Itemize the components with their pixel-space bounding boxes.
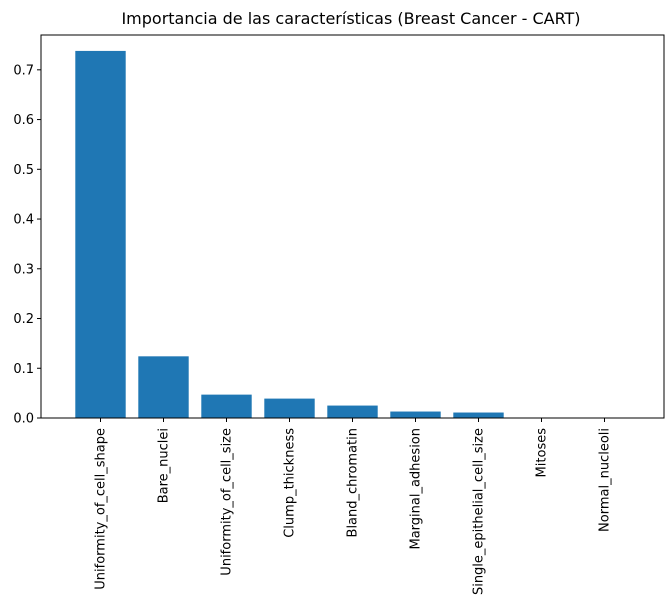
x-tick-label: Marginal_adhesion	[409, 428, 424, 550]
x-tick-label: Normal_nucleoli	[598, 428, 613, 532]
x-tick-label: Mitoses	[535, 428, 550, 478]
x-tick-label: Bland_chromatin	[346, 428, 361, 537]
x-tick-label: Single_epithelial_cell_size	[472, 428, 487, 595]
bar-Marginal_adhesion	[390, 411, 441, 418]
bar-Bland_chromatin	[327, 405, 378, 418]
y-tick-label: 0.5	[13, 163, 34, 178]
plot-frame	[40, 34, 665, 419]
bar-Uniformity_of_cell_size	[201, 394, 252, 418]
y-tick-label: 0.3	[13, 262, 34, 277]
y-axis-ticks: 0.0 0.1 0.2 0.3 0.4 0.5 0.6 0.7	[13, 63, 41, 427]
x-tick-label: Uniformity_of_cell_size	[220, 428, 235, 576]
y-tick-label: 0.1	[13, 362, 34, 377]
y-tick-label: 0.7	[13, 63, 34, 78]
y-tick-label: 0.6	[13, 113, 34, 128]
bar-Single_epithelial_cell_size	[453, 412, 504, 418]
chart-title: Importancia de las características (Brea…	[121, 9, 580, 28]
x-tick-label: Clump_thickness	[283, 428, 298, 538]
x-tick-label: Bare_nuclei	[157, 428, 172, 503]
x-tick-label: Uniformity_of_cell_shape	[94, 428, 109, 590]
bars-group	[75, 50, 504, 419]
bar-Bare_nuclei	[138, 356, 189, 418]
y-tick-label: 0.2	[13, 312, 34, 327]
bar-Uniformity_of_cell_shape	[75, 50, 126, 419]
y-tick-label: 0.0	[13, 412, 34, 427]
bar-Clump_thickness	[264, 398, 315, 418]
y-tick-label: 0.4	[13, 213, 34, 228]
x-axis-ticks: Uniformity_of_cell_shape Bare_nuclei Unifo…	[94, 418, 613, 595]
